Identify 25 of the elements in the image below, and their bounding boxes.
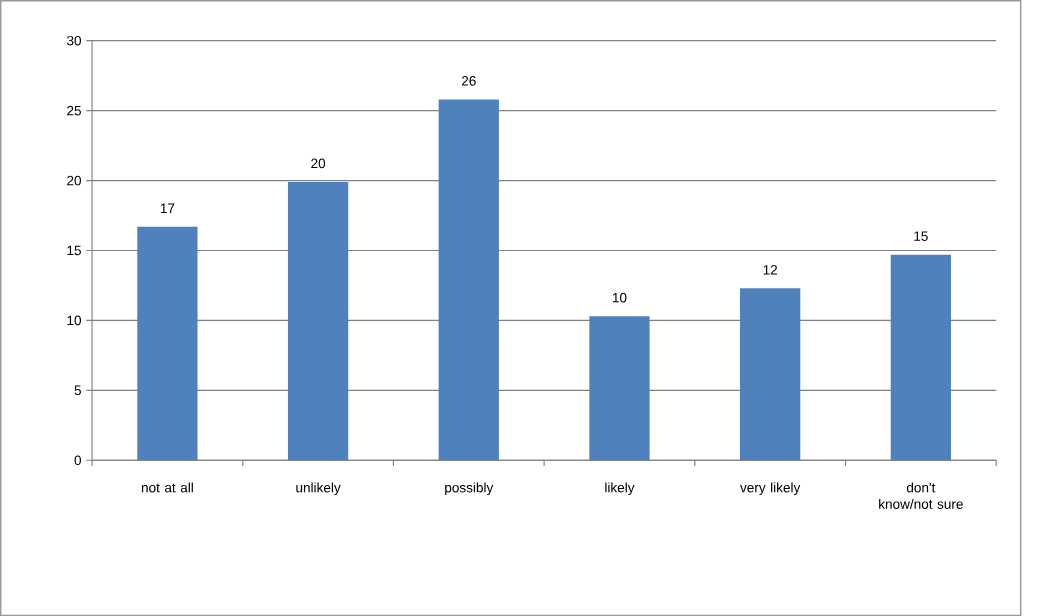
data-label: 10 <box>612 292 627 303</box>
data-label: 17 <box>160 203 175 213</box>
data-label: 12 <box>763 264 778 275</box>
y-tick-label: 15 <box>67 245 81 256</box>
x-tick-label: likely <box>605 482 635 495</box>
y-tick-label: 10 <box>67 315 82 326</box>
bar <box>740 288 801 461</box>
x-tick-label: possibly <box>445 482 494 495</box>
data-label: 20 <box>311 158 326 169</box>
bar <box>438 99 499 461</box>
y-tick-label: 25 <box>67 105 81 116</box>
bar <box>137 226 198 461</box>
x-tick-label: very likely <box>740 482 801 495</box>
y-tick-label: 20 <box>67 175 82 186</box>
bar <box>589 316 650 461</box>
x-tick-label: unlikely <box>296 482 341 495</box>
bar <box>890 254 951 461</box>
data-label: 15 <box>914 231 928 241</box>
bar <box>287 181 349 461</box>
x-tick-label: not at all <box>141 482 193 493</box>
x-tick-label: don't know/not sure <box>879 482 963 509</box>
data-label: 26 <box>461 75 476 86</box>
y-tick-label: 5 <box>74 385 81 395</box>
y-tick-label: 0 <box>74 455 82 465</box>
y-tick-label: 30 <box>66 35 82 46</box>
